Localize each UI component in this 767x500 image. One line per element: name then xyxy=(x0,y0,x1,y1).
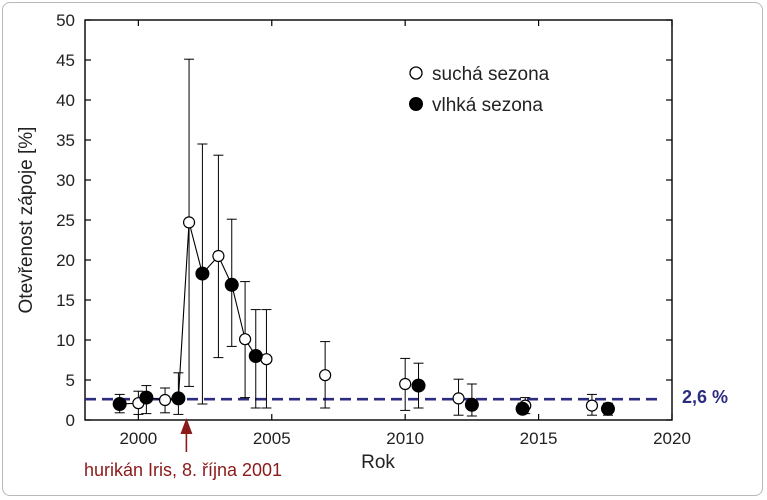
legend-marker-sucha xyxy=(409,66,423,80)
y-tick-label: 25 xyxy=(56,211,75,230)
point-vlhka-sezona xyxy=(464,397,479,412)
point-vlhka-sezona xyxy=(411,378,426,393)
y-tick-label: 30 xyxy=(56,171,75,190)
legend-label-sucha: suchá sezona xyxy=(432,64,550,85)
point-sucha-sezona xyxy=(399,377,412,391)
annotation-text: hurikán Iris, 8. října 2001 xyxy=(84,460,282,480)
reference-line-label: 2,6 % xyxy=(682,387,728,407)
point-vlhka-sezona xyxy=(248,349,263,363)
annotation-arrow-head xyxy=(180,418,193,434)
point-vlhka-sezona xyxy=(112,397,127,411)
plot-area xyxy=(84,19,673,421)
y-tick-label: 20 xyxy=(56,251,75,270)
point-sucha-sezona xyxy=(158,393,172,407)
point-vlhka-sezona xyxy=(600,401,615,416)
point-sucha-sezona xyxy=(212,249,225,263)
point-sucha-sezona xyxy=(319,369,332,382)
x-tick-label: 2015 xyxy=(520,429,558,448)
y-axis-label: Otevřenost zápoje [%] xyxy=(16,127,37,314)
point-vlhka-sezona xyxy=(195,266,210,281)
y-tick-label: 5 xyxy=(66,371,75,390)
legend-marker-vlhka xyxy=(409,97,423,111)
point-vlhka-sezona xyxy=(171,391,186,406)
legend-label-vlhka: vlhká sezona xyxy=(432,95,543,116)
y-tick-label: 45 xyxy=(56,51,75,70)
series-connecting-line xyxy=(119,222,267,405)
y-tick-label: 15 xyxy=(56,291,75,310)
point-sucha-sezona xyxy=(182,216,196,229)
point-sucha-sezona xyxy=(452,392,465,405)
x-tick-label: 2010 xyxy=(386,429,424,448)
point-vlhka-sezona xyxy=(224,277,239,292)
point-sucha-sezona xyxy=(238,333,252,346)
x-tick-label: 2000 xyxy=(119,429,157,448)
y-tick-label: 10 xyxy=(56,331,75,350)
point-vlhka-sezona xyxy=(139,390,154,405)
x-axis-label: Rok xyxy=(361,452,395,473)
y-tick-label: 50 xyxy=(56,11,75,30)
x-tick-label: 2020 xyxy=(653,429,691,448)
y-tick-label: 35 xyxy=(56,131,75,150)
y-tick-label: 0 xyxy=(66,411,75,430)
y-tick-label: 40 xyxy=(56,91,75,110)
point-vlhka-sezona xyxy=(515,401,530,416)
point-sucha-sezona xyxy=(585,399,599,412)
hurricane-annotation: hurikán Iris, 8. října 2001 xyxy=(84,418,282,480)
legend: suchá sezona vlhká sezona xyxy=(409,64,550,116)
x-tick-label: 2005 xyxy=(253,429,291,448)
